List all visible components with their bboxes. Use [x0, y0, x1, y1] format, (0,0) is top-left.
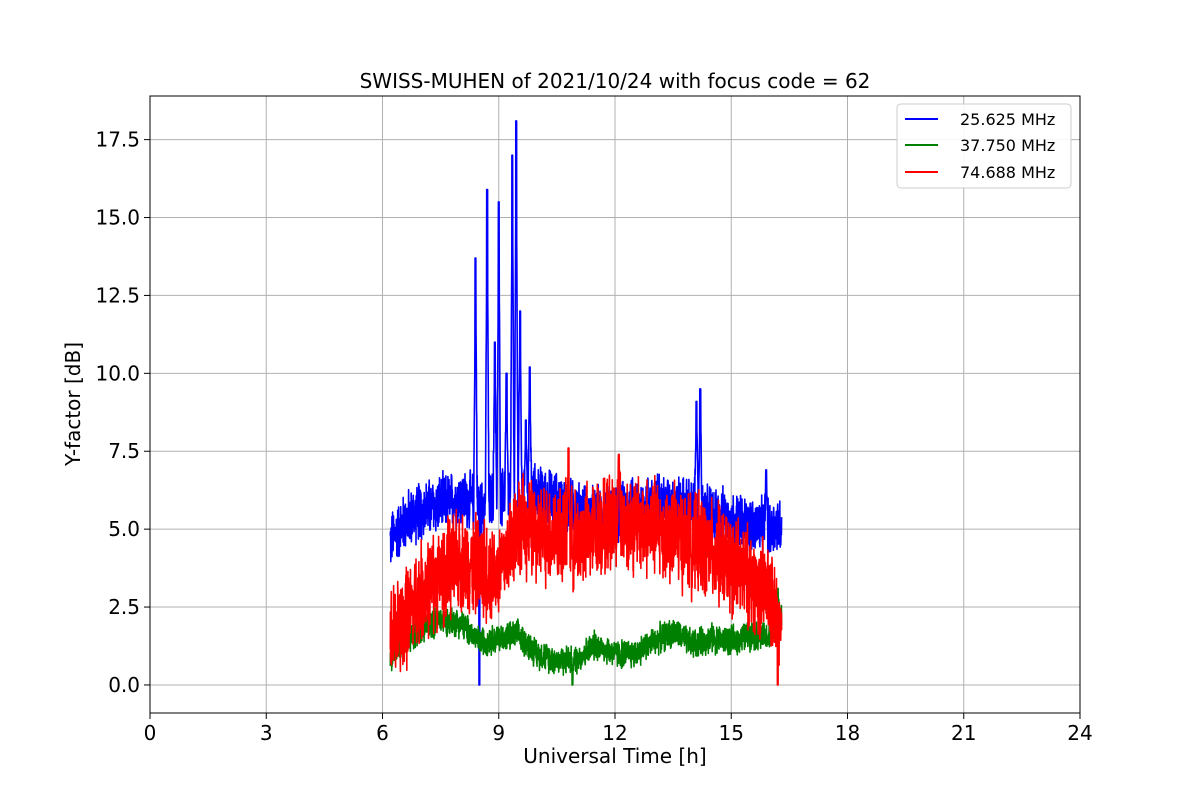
y-tick-label: 12.5: [95, 283, 140, 307]
y-axis-label: Y-factor [dB]: [61, 342, 85, 467]
y-tick-label: 5.0: [108, 517, 140, 541]
x-tick-label: 21: [951, 721, 976, 745]
y-axis: 0.0 2.5 5.0 7.5 10.0 12.5 15.0 17.5: [95, 128, 150, 697]
legend-label-25625: 25.625 MHz: [960, 110, 1055, 129]
legend-label-37750: 37.750 MHz: [960, 136, 1055, 155]
plot-area: [389, 120, 783, 686]
x-axis: 0 3 6 9 12 15 18 21 24: [144, 713, 1093, 745]
x-tick-label: 15: [719, 721, 744, 745]
y-tick-label: 10.0: [95, 361, 140, 385]
legend-label-74688: 74.688 MHz: [960, 163, 1055, 182]
legend: 25.625 MHz 37.750 MHz 74.688 MHz: [896, 103, 1072, 189]
y-tick-label: 15.0: [95, 206, 140, 230]
series-line-37750: [389, 587, 783, 686]
x-tick-label: 12: [602, 721, 627, 745]
y-tick-label: 2.5: [108, 595, 140, 619]
chart-title: SWISS-MUHEN of 2021/10/24 with focus cod…: [360, 69, 871, 93]
x-tick-label: 24: [1067, 721, 1092, 745]
series-line-74688: [389, 447, 783, 686]
x-tick-label: 0: [144, 721, 157, 745]
y-tick-label: 0.0: [108, 673, 140, 697]
y-tick-label: 17.5: [95, 128, 140, 152]
x-tick-label: 9: [492, 721, 505, 745]
x-tick-label: 3: [260, 721, 273, 745]
x-tick-label: 18: [835, 721, 860, 745]
x-tick-label: 6: [376, 721, 389, 745]
x-axis-label: Universal Time [h]: [523, 744, 706, 768]
legend-frame: [896, 103, 1072, 189]
y-tick-label: 7.5: [108, 439, 140, 463]
